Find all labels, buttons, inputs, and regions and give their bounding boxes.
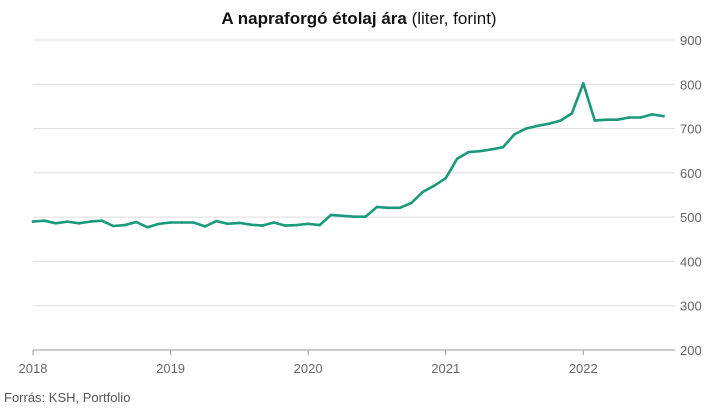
x-tick-label: 2021 [431,361,460,376]
data-point [157,222,161,226]
data-point [111,224,115,228]
data-point [581,82,585,85]
data-point [203,225,207,228]
data-point [627,116,631,119]
x-tick-label: 2019 [156,361,185,376]
x-tick-label: 2020 [294,361,323,376]
data-point [604,118,608,122]
data-point [54,222,58,225]
data-point [593,119,597,122]
data-point [639,116,642,119]
y-tick-label: 600 [680,166,702,181]
chart-title-main: A napraforgó étolaj ára [221,9,407,28]
data-point [226,222,230,226]
gridlines [33,39,675,351]
x-axis-ticks: 2018 2019 2020 2021 2022 [19,350,598,376]
data-point [180,221,184,224]
data-point [513,133,516,136]
data-point [238,221,241,225]
data-point [260,224,264,227]
data-point [318,223,321,227]
data-point [432,184,436,187]
data-point [467,150,470,154]
y-tick-label: 300 [680,299,702,314]
source-note: Forrás: KSH, Portfolio [4,390,131,405]
data-point [306,222,310,226]
data-point [444,176,448,180]
data-point [66,220,69,223]
data-point [616,118,619,122]
data-point [559,119,562,122]
chart-title: A napraforgó étolaj ára (liter, forint) [0,9,718,29]
y-tick-label: 500 [680,210,702,225]
y-tick-label: 400 [680,254,702,269]
x-tick-label: 2018 [19,361,48,376]
data-point [570,112,574,115]
data-point [364,215,367,218]
data-point [77,222,81,225]
data-point [31,220,35,223]
data-point [352,215,356,218]
data-point [272,221,276,224]
data-point [490,148,493,151]
data-point [421,190,425,194]
data-point [387,206,390,210]
data-point [478,149,482,153]
data-point [43,219,46,222]
y-tick-label: 800 [680,77,702,92]
data-point [249,223,253,226]
data-point [455,157,459,160]
data-point [341,214,344,218]
data-point [283,224,287,227]
data-point [650,113,654,116]
data-point [329,213,333,217]
series-layer [31,82,665,229]
y-tick-label: 200 [680,343,702,358]
x-tick-label: 2022 [569,361,598,376]
y-tick-label: 700 [680,122,702,137]
data-point [398,206,402,210]
data-point [169,221,172,224]
data-point [662,114,665,118]
data-point [123,223,127,227]
data-point [89,220,92,223]
data-point [375,205,379,209]
data-point [100,219,104,222]
data-point [134,220,138,224]
y-tick-label: 900 [680,33,702,48]
data-point [536,124,539,128]
data-point [410,201,413,205]
series-line [31,82,665,229]
data-point [146,226,149,229]
data-point [295,223,298,227]
data-point [215,219,218,223]
data-point [192,221,195,224]
chart-title-suffix: (liter, forint) [411,9,497,28]
data-point [501,145,505,149]
data-point [524,127,528,130]
data-point [547,122,551,125]
y-axis-ticks: 200 300 400 500 600 700 800 900 [680,33,702,358]
